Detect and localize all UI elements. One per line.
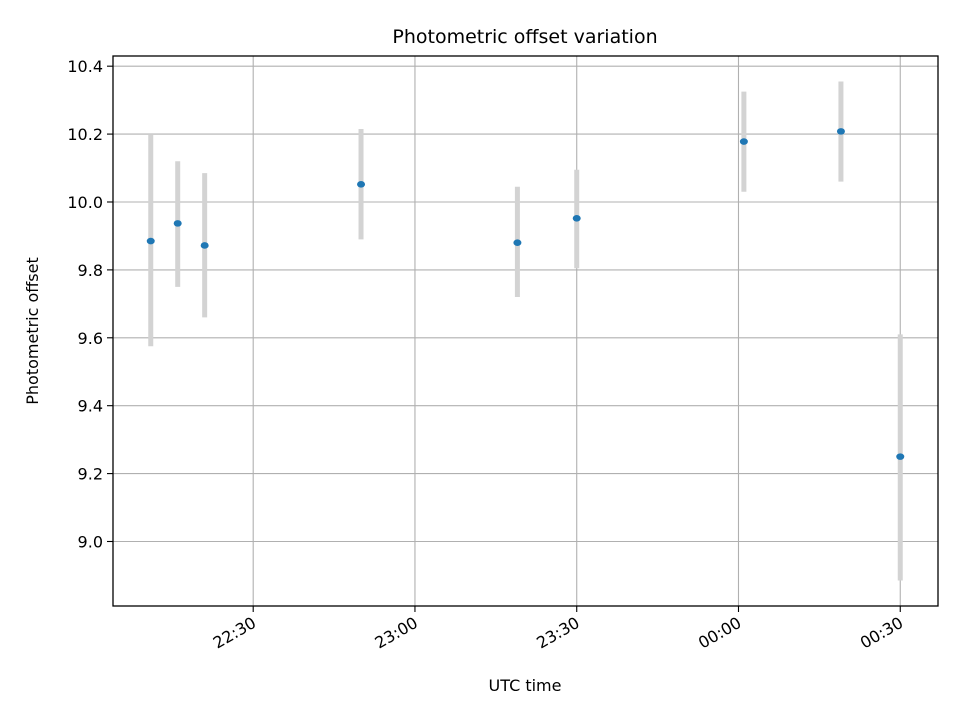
y-tick-label: 10.2 [67,125,103,144]
x-axis-label: UTC time [489,676,562,695]
y-tick-label: 9.8 [78,261,103,280]
y-tick-label: 10.0 [67,193,103,212]
y-axis-label: Photometric offset [23,257,42,405]
y-tick-label: 9.6 [78,329,103,348]
data-point [513,239,522,247]
y-tick-label: 10.4 [67,57,103,76]
y-tick-label: 9.2 [78,465,103,484]
y-tick-label: 9.0 [78,532,103,551]
y-axis-ticks: 9.0 9.2 9.4 9.6 9.8 10.0 10.2 10.4 [67,57,113,551]
data-point [896,453,905,460]
data-point [173,220,182,227]
data-point [146,237,155,245]
data-point [200,242,209,249]
plot-frame [112,55,939,607]
data-point [739,138,748,145]
data-points [146,128,905,460]
data-point [836,128,845,135]
data-point [572,214,581,222]
y-tick-label: 9.4 [78,397,103,416]
data-point [357,181,366,188]
chart-title: Photometric offset variation [392,26,657,48]
grid [113,56,938,606]
